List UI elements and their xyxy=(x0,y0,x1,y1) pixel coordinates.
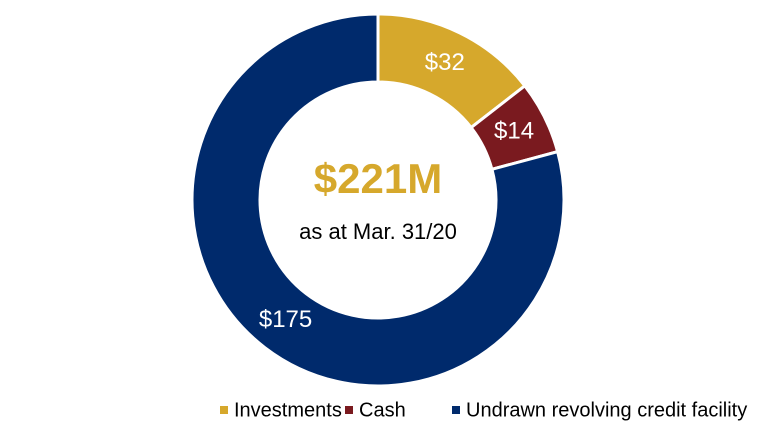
center-sublabel: as at Mar. 31/20 xyxy=(299,219,457,244)
legend-label: Cash xyxy=(359,399,406,421)
data-label: $14 xyxy=(494,118,534,145)
legend-label: Undrawn revolving credit facility xyxy=(466,399,747,421)
center-label: $221M xyxy=(314,155,442,202)
legend-swatch xyxy=(345,406,353,414)
legend-label: Investments xyxy=(234,399,342,421)
donut-slice xyxy=(190,12,566,388)
legend-swatch xyxy=(220,406,228,414)
data-label: $175 xyxy=(259,306,312,333)
legend-swatch xyxy=(452,406,460,414)
data-label: $32 xyxy=(425,49,465,76)
